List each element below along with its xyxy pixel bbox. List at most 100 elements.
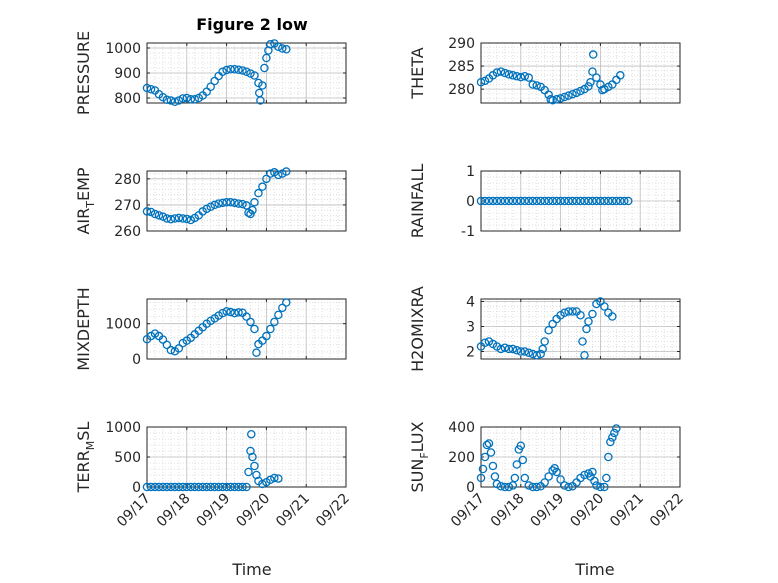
data-point [282, 167, 291, 176]
data-point [248, 452, 257, 462]
data-point [274, 310, 283, 320]
data-point [516, 196, 526, 206]
y-tick-label: 1000 [105, 420, 141, 436]
data-point [246, 446, 255, 456]
data-point [532, 81, 541, 90]
y-tick-label: 900 [114, 66, 141, 82]
data-point [484, 196, 494, 206]
data-point [476, 77, 486, 87]
data-point [610, 428, 619, 438]
data-point [174, 344, 184, 353]
data-point [600, 302, 609, 311]
data-point [246, 69, 255, 78]
y-tick-label: 260 [114, 224, 141, 240]
data-point [242, 312, 251, 321]
data-point [516, 347, 526, 356]
data-point [154, 211, 164, 220]
data-point [202, 482, 211, 492]
data-point [504, 196, 514, 206]
data-point [278, 169, 287, 178]
data-point [528, 349, 537, 359]
data-point [508, 196, 518, 206]
data-point [496, 67, 506, 76]
data-point [186, 95, 196, 104]
data-point [142, 482, 152, 492]
data-point [520, 196, 530, 206]
data-point [532, 482, 541, 492]
data-point [182, 93, 192, 103]
y-tick-label: 285 [448, 59, 475, 75]
data-point [230, 65, 239, 74]
data-point [508, 481, 518, 490]
data-point [214, 199, 223, 208]
data-point [540, 196, 549, 206]
data-point [588, 50, 598, 59]
data-point [170, 214, 180, 223]
data-point [552, 196, 561, 206]
data-point [174, 213, 184, 223]
y-tick-label: 0 [132, 352, 141, 368]
data-point [492, 196, 502, 206]
data-point [210, 482, 219, 492]
y-axis-label: TERRMSL [74, 422, 97, 494]
data-point [158, 482, 168, 492]
data-point [246, 317, 255, 327]
data-point [250, 461, 259, 471]
data-point [552, 95, 561, 104]
data-point [496, 344, 506, 354]
data-point [608, 196, 617, 206]
data-point [568, 89, 577, 99]
subplot-h2omixra: 2 3 4 H2OMIXRA [408, 286, 681, 372]
data-point [604, 196, 613, 206]
data-point [210, 76, 219, 86]
y-axis-label: RAINFALL [408, 164, 427, 239]
figure-title: Figure 2 low [196, 15, 308, 34]
data-point [548, 466, 557, 475]
data-point [250, 198, 259, 207]
subplot-sun-flux: 0 200 400 09/17 09/18 09/19 09/20 09/21 09/22 SUN… [408, 420, 687, 530]
data-point [202, 204, 211, 214]
data-point [552, 467, 561, 477]
x-axis-label-right: Time [574, 560, 614, 579]
subplot-terr-msl: 0 500 1000 09/17 09/18 09/19 09/20 09/21 09/22 TE… [74, 420, 353, 530]
x-tick-label: 09/21 [273, 491, 313, 531]
data-point [222, 65, 231, 75]
data-point [146, 85, 156, 94]
data-point [178, 214, 188, 223]
data-point [580, 196, 589, 206]
data-point [258, 182, 267, 191]
y-tick-label: 2 [466, 345, 475, 361]
y-axis-label: THETA [408, 47, 427, 99]
data-point [578, 337, 587, 346]
data-point [146, 482, 156, 492]
x-tick-label: 09/22 [647, 491, 687, 531]
data-point [266, 169, 275, 178]
data-point [524, 196, 534, 206]
data-point [572, 88, 581, 98]
data-point [476, 473, 486, 483]
data-point [624, 196, 633, 206]
data-point [544, 196, 553, 206]
data-point [158, 335, 168, 344]
x-tick-label: 09/19 [528, 491, 568, 531]
data-point [492, 68, 502, 77]
data-point [620, 196, 629, 206]
x-tick-label: 09/17 [448, 491, 488, 531]
data-point [206, 482, 215, 492]
y-tick-label: 270 [114, 198, 141, 214]
data-point [556, 94, 565, 103]
data-point [592, 73, 601, 82]
data-point [266, 40, 275, 49]
data-point [480, 196, 490, 206]
data-point [270, 317, 279, 327]
data-point [262, 331, 271, 341]
data-point [564, 482, 573, 492]
data-point [218, 198, 227, 208]
data-point [560, 92, 569, 102]
y-tick-label: 0 [466, 480, 475, 496]
data-point [190, 482, 200, 492]
x-tick-label: 09/18 [488, 491, 528, 531]
y-tick-label: 3 [466, 320, 475, 336]
data-point [564, 307, 573, 316]
